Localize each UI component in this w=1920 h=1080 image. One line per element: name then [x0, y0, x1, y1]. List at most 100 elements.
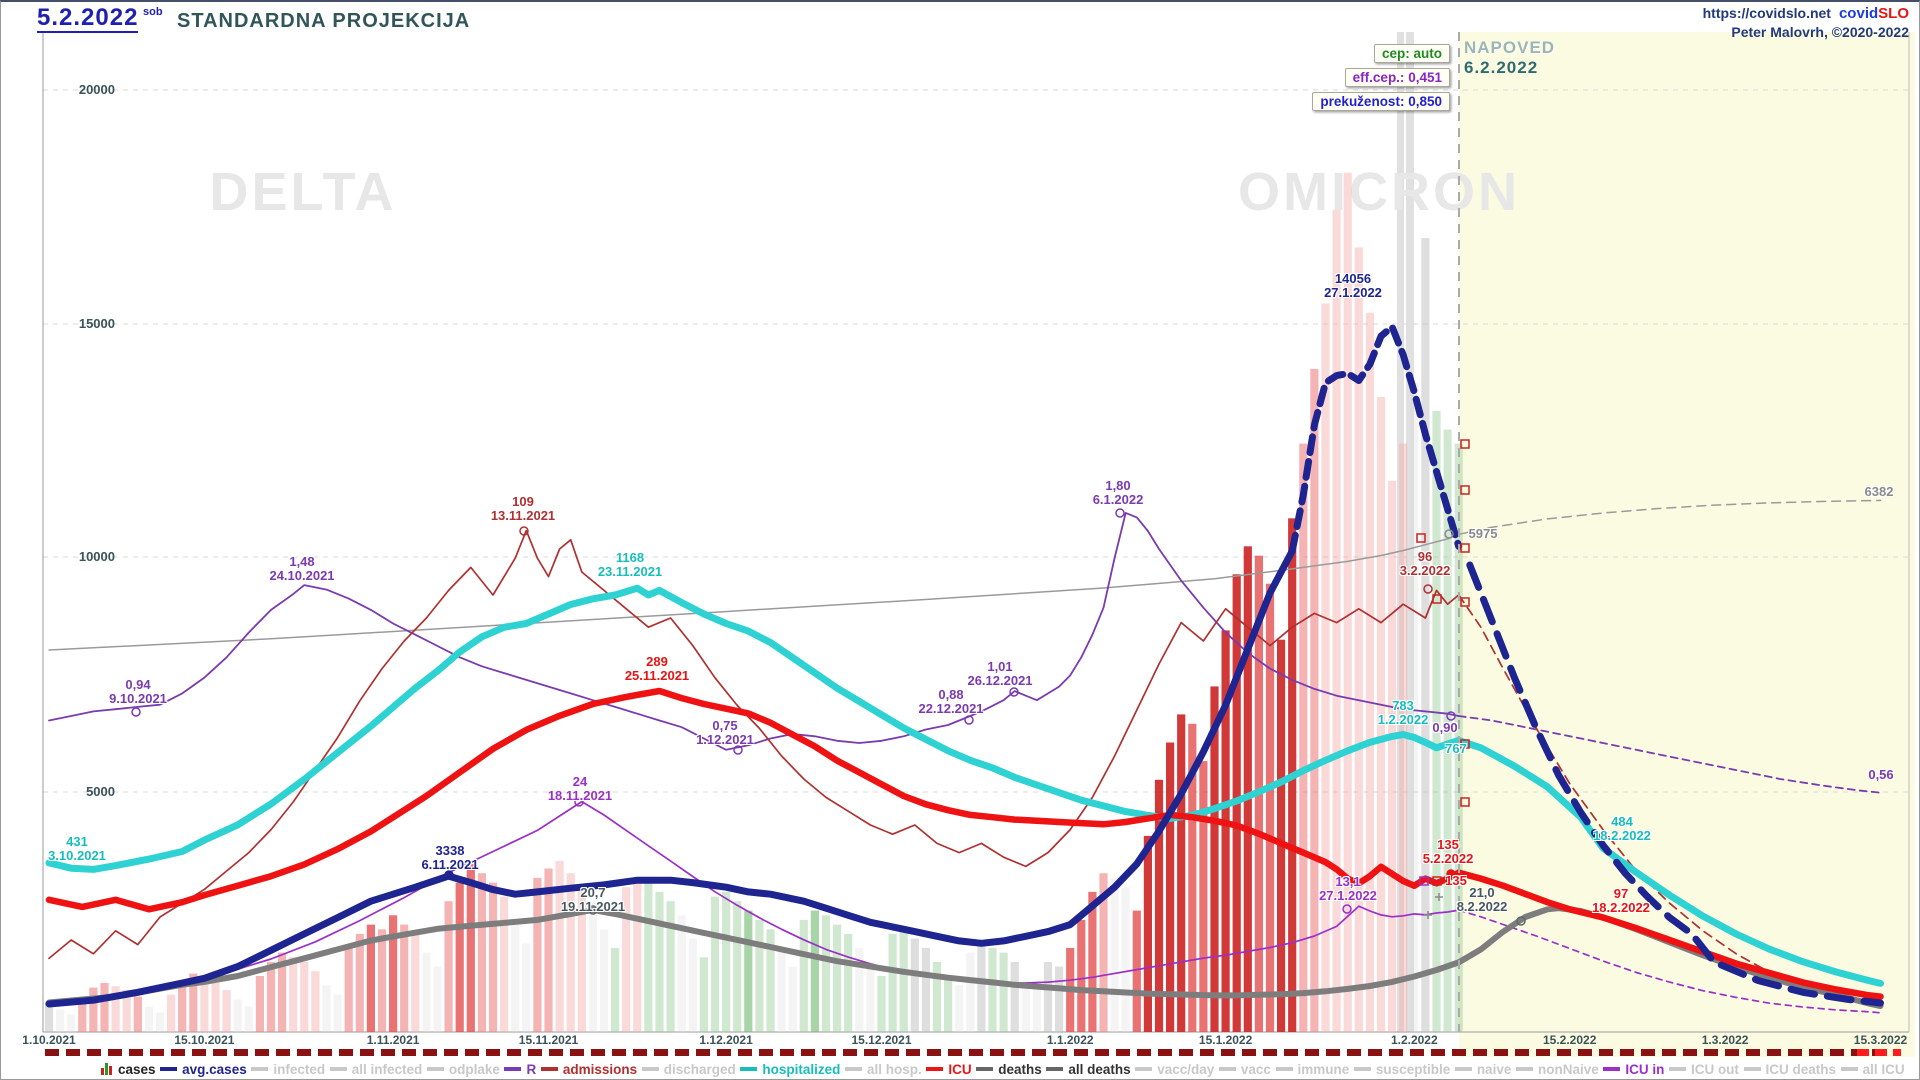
cases-bar[interactable]	[389, 915, 398, 1033]
vaccination-mode-chip[interactable]: cep: auto	[1373, 44, 1450, 63]
series-icu[interactable]	[1455, 869, 1884, 1000]
cases-bar[interactable]	[333, 994, 342, 1032]
cases-bar[interactable]	[1388, 480, 1397, 1032]
cases-bar[interactable]	[611, 947, 620, 1032]
legend-item-cases[interactable]: cases	[101, 1062, 156, 1077]
legend-item-all-deaths[interactable]: all deaths	[1046, 1062, 1131, 1077]
cases-bar[interactable]	[122, 990, 131, 1032]
cases-bar[interactable]	[1332, 210, 1341, 1033]
cases-bar[interactable]	[744, 910, 753, 1032]
series-all_deaths[interactable]	[1457, 499, 1882, 536]
cases-bar[interactable]	[411, 933, 420, 1032]
cases-bar[interactable]	[599, 929, 609, 1032]
cases-bar[interactable]	[988, 947, 997, 1032]
cases-bar[interactable]	[167, 994, 176, 1032]
site-url[interactable]: https://covidslo.net	[1702, 5, 1831, 21]
cases-bar[interactable]	[1177, 714, 1186, 1032]
cases-bar[interactable]	[955, 985, 964, 1032]
cases-bar[interactable]	[1188, 723, 1197, 1032]
cases-bar[interactable]	[1021, 980, 1030, 1032]
series-admissions[interactable]	[48, 529, 1460, 960]
cases-bar[interactable]	[500, 896, 509, 1032]
cases-bar[interactable]	[777, 947, 786, 1032]
legend-item-nonnaive[interactable]: nonNaive	[1515, 1062, 1599, 1077]
cases-bar[interactable]	[1432, 410, 1441, 1032]
cases-bar[interactable]	[544, 868, 553, 1032]
cases-bar[interactable]	[44, 1001, 54, 1032]
series-R[interactable]	[48, 512, 1460, 751]
cases-bar[interactable]	[1110, 877, 1119, 1032]
cases-bar[interactable]	[666, 901, 675, 1032]
cases-bar[interactable]	[266, 962, 276, 1032]
cases-bar[interactable]	[1221, 630, 1230, 1032]
cases-bar[interactable]	[100, 983, 109, 1032]
series-hospitalized[interactable]	[45, 584, 1463, 873]
cases-bar[interactable]	[1365, 312, 1374, 1032]
legend-item-all-hosp-[interactable]: all hosp.	[844, 1062, 922, 1077]
cases-bar[interactable]	[366, 924, 375, 1032]
series-avg_cases[interactable]	[1466, 561, 1884, 1007]
cases-bar[interactable]	[932, 962, 942, 1032]
cases-bar[interactable]	[289, 957, 298, 1032]
cases-bar[interactable]	[855, 947, 864, 1032]
legend-item-vacc[interactable]: vacc	[1218, 1062, 1271, 1077]
cases-bar[interactable]	[89, 987, 98, 1032]
cases-bar[interactable]	[1277, 639, 1286, 1032]
legend-item-admissions[interactable]: admissions	[540, 1062, 637, 1077]
effective-vaccination-chip[interactable]: eff.cep.: 0,451	[1344, 68, 1450, 87]
cases-bar[interactable]	[788, 966, 797, 1032]
cases-bar[interactable]	[966, 952, 975, 1032]
cases-bar[interactable]	[799, 919, 808, 1032]
cases-bar[interactable]	[1010, 962, 1019, 1032]
legend-item-naive[interactable]: naive	[1454, 1062, 1511, 1077]
cases-bar[interactable]	[1421, 238, 1430, 1033]
cases-bar[interactable]	[178, 980, 187, 1032]
legend-item-discharged[interactable]: discharged	[641, 1062, 736, 1077]
cases-bar[interactable]	[577, 887, 586, 1032]
legend-item-icu-out[interactable]: ICU out	[1668, 1062, 1739, 1077]
cases-bar[interactable]	[1088, 891, 1097, 1032]
cases-bar[interactable]	[677, 915, 686, 1033]
legend-item-all-infected[interactable]: all infected	[329, 1062, 422, 1077]
cases-bar[interactable]	[1321, 303, 1330, 1033]
cases-bar[interactable]	[433, 966, 442, 1032]
cases-bar[interactable]	[355, 933, 364, 1032]
cases-bar[interactable]	[300, 962, 309, 1032]
cases-bar[interactable]	[56, 1009, 65, 1032]
cases-bar[interactable]	[1154, 779, 1164, 1032]
series-icu[interactable]	[45, 687, 1462, 913]
cases-bar[interactable]	[999, 952, 1008, 1032]
cases-bar[interactable]	[455, 882, 464, 1032]
cases-bar[interactable]	[921, 947, 930, 1032]
legend-item-r[interactable]: R	[504, 1062, 536, 1077]
cases-bar[interactable]	[1299, 443, 1308, 1033]
cases-bar[interactable]	[444, 901, 453, 1032]
cases-bar[interactable]	[278, 952, 287, 1032]
series-icu_in[interactable]	[1457, 909, 1882, 1014]
cases-bar[interactable]	[833, 924, 842, 1032]
legend-item-odplake[interactable]: odplake	[426, 1062, 500, 1077]
cases-bar[interactable]	[722, 891, 731, 1032]
series-avg_cases[interactable]	[45, 547, 1296, 1008]
cases-bar[interactable]	[655, 891, 664, 1032]
legend-item-icu-in[interactable]: ICU in	[1603, 1062, 1664, 1077]
cases-bar[interactable]	[710, 896, 720, 1032]
cases-bar[interactable]	[1243, 546, 1252, 1032]
legend-item-avg-cases[interactable]: avg.cases	[160, 1062, 247, 1077]
cases-bar[interactable]	[1343, 172, 1352, 1032]
cases-bar[interactable]	[477, 873, 486, 1032]
cases-bar[interactable]	[344, 947, 353, 1032]
cases-bar[interactable]	[1354, 247, 1363, 1032]
cases-bar[interactable]	[566, 873, 575, 1032]
cases-bar[interactable]	[511, 924, 520, 1032]
cases-bar[interactable]	[810, 910, 819, 1032]
series-avg_cases[interactable]	[1288, 323, 1463, 555]
cases-bar[interactable]	[488, 882, 498, 1032]
cases-bar[interactable]	[522, 943, 531, 1032]
cases-bar[interactable]	[244, 1006, 253, 1032]
cases-bar[interactable]	[688, 938, 697, 1032]
cases-bar[interactable]	[1210, 686, 1219, 1032]
cases-bar[interactable]	[211, 983, 220, 1032]
seroprevalence-chip[interactable]: prekuženost: 0,850	[1312, 92, 1450, 111]
cases-bar[interactable]	[322, 985, 331, 1032]
